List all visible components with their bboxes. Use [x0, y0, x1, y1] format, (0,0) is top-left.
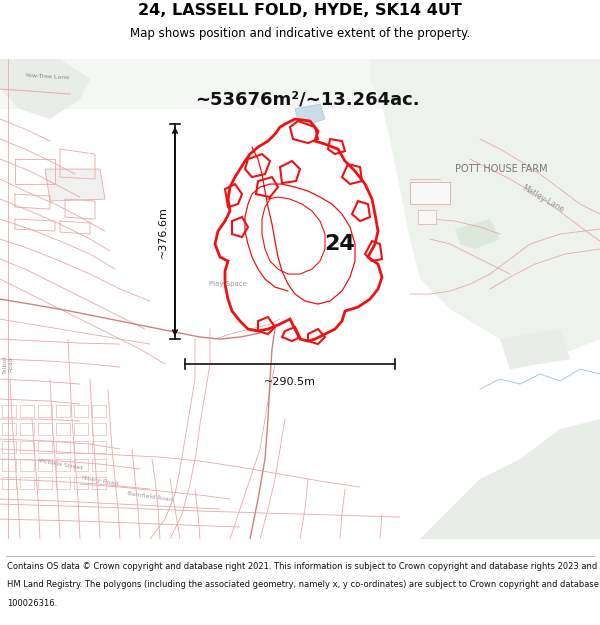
Text: Talbot
Road: Talbot Road	[2, 354, 13, 374]
Text: ~53676m²/~13.264ac.: ~53676m²/~13.264ac.	[195, 90, 419, 108]
Text: Yew-Tree Lane: Yew-Tree Lane	[25, 73, 70, 81]
Text: Barnfield Road: Barnfield Road	[127, 491, 173, 502]
Text: Hillary-Road: Hillary-Road	[81, 475, 119, 487]
Polygon shape	[0, 59, 600, 109]
Text: Contains OS data © Crown copyright and database right 2021. This information is : Contains OS data © Crown copyright and d…	[7, 562, 600, 571]
Polygon shape	[295, 104, 325, 124]
Polygon shape	[420, 419, 600, 539]
Text: POTT HOUSE FARM: POTT HOUSE FARM	[455, 164, 548, 174]
Text: Victoria Street: Victoria Street	[37, 458, 83, 471]
Polygon shape	[0, 59, 90, 119]
Text: 100026316.: 100026316.	[7, 599, 58, 608]
Text: HM Land Registry. The polygons (including the associated geometry, namely x, y c: HM Land Registry. The polygons (includin…	[7, 581, 600, 589]
Text: ~376.6m: ~376.6m	[158, 206, 168, 258]
FancyBboxPatch shape	[418, 210, 436, 224]
Text: 24, LASSELL FOLD, HYDE, SK14 4UT: 24, LASSELL FOLD, HYDE, SK14 4UT	[138, 3, 462, 18]
Text: Play Space: Play Space	[209, 281, 247, 287]
FancyBboxPatch shape	[410, 182, 450, 204]
Text: Matley-Lane: Matley-Lane	[520, 183, 565, 215]
Text: ~290.5m: ~290.5m	[264, 377, 316, 387]
Polygon shape	[500, 329, 570, 369]
Polygon shape	[370, 59, 600, 359]
Polygon shape	[45, 169, 105, 201]
Polygon shape	[455, 219, 500, 249]
Text: 24: 24	[325, 234, 355, 254]
Text: Map shows position and indicative extent of the property.: Map shows position and indicative extent…	[130, 27, 470, 40]
